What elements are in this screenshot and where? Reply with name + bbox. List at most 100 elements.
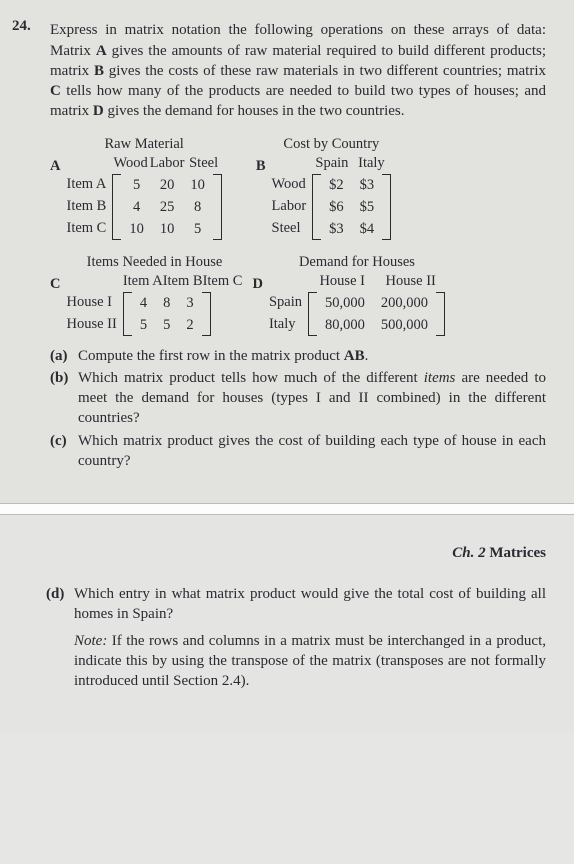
c-01: 8: [163, 292, 170, 314]
c-col0: Item A: [123, 273, 163, 290]
d-01: 200,000: [381, 292, 428, 314]
subparts-top: (a) Compute the first row in the matrix …: [50, 346, 546, 472]
question-text: Express in matrix notation the following…: [50, 20, 546, 121]
a-col2: Steel: [185, 155, 222, 172]
c-row1: House II: [66, 313, 116, 335]
matrix-a-title: Raw Material: [66, 136, 221, 153]
page-upper: 24. Express in matrix notation the follo…: [0, 0, 574, 503]
a-row1: Item B: [66, 195, 106, 217]
part-c-text: Which matrix product gives the cost of b…: [78, 431, 546, 472]
d-00: 50,000: [325, 292, 365, 314]
question-block: 24. Express in matrix notation the follo…: [12, 18, 546, 122]
matrix-a-block: A Raw Material Item A Item B Item C Wood…: [50, 136, 222, 240]
note-text: If the rows and columns in a matrix must…: [74, 633, 546, 690]
question-number: 24.: [12, 18, 42, 35]
matrix-a-name: A: [50, 154, 60, 175]
matrix-b-block: B Cost by Country Wood Labor Steel Spain…: [256, 136, 391, 240]
matrix-c-title: Items Needed in House: [66, 254, 242, 271]
matrix-c-block: C Items Needed in House House I House II…: [50, 254, 242, 336]
matrix-c-name: C: [50, 272, 60, 293]
part-d-text: Which entry in what matrix product would…: [74, 584, 546, 625]
matrix-b-name: B: [256, 154, 266, 175]
a-21: 10: [160, 218, 175, 240]
subparts-bottom: (d) Which entry in what matrix product w…: [46, 584, 546, 691]
d-11: 500,000: [381, 314, 428, 336]
bracket-right: [213, 174, 222, 240]
bracket-right: [436, 292, 445, 336]
b-col0: Spain: [312, 155, 352, 172]
matrix-b-title: Cost by Country: [272, 136, 392, 153]
bracket-left: [312, 174, 321, 240]
part-c-label: (c): [50, 431, 78, 472]
a-row0: Item A: [66, 173, 106, 195]
prompt-seg-2: gives the costs of these raw materials i…: [104, 63, 546, 79]
part-b: (b) Which matrix product tells how much …: [50, 368, 546, 429]
b-20: $3: [329, 218, 344, 240]
a-01: 20: [160, 174, 175, 196]
b-row0: Wood: [272, 173, 307, 195]
d-row0: Spain: [269, 291, 302, 313]
a-02: 10: [190, 174, 205, 196]
bracket-left: [308, 292, 317, 336]
c-col1: Item B: [163, 273, 203, 290]
part-b-it: items: [424, 370, 456, 386]
label-d: D: [93, 103, 104, 119]
prompt-seg-4: gives the demand for houses in the two c…: [104, 103, 405, 119]
b-01: $3: [360, 174, 375, 196]
b-10: $6: [329, 196, 344, 218]
matrix-d-name: D: [252, 272, 262, 293]
label-a: A: [96, 43, 107, 59]
part-b-label: (b): [50, 368, 78, 429]
a-row2: Item C: [66, 217, 106, 239]
part-a-t2: .: [365, 348, 369, 364]
bracket-right: [202, 292, 211, 336]
a-10: 4: [129, 196, 144, 218]
a-col0: Wood: [112, 155, 149, 172]
label-c: C: [50, 83, 61, 99]
bracket-left: [112, 174, 121, 240]
d-10: 80,000: [325, 314, 365, 336]
c-col2: Item C: [203, 273, 243, 290]
chapter-heading: Ch. 2 Matrices: [34, 545, 546, 562]
a-20: 10: [129, 218, 144, 240]
note-label: Note:: [74, 633, 107, 649]
part-d-label: (d): [46, 584, 74, 691]
a-12: 8: [190, 196, 205, 218]
b-11: $5: [360, 196, 375, 218]
c-10: 5: [140, 314, 147, 336]
matrix-row-1: A Raw Material Item A Item B Item C Wood…: [50, 136, 546, 240]
c-11: 5: [163, 314, 170, 336]
matrix-d-title: Demand for Houses: [269, 254, 445, 271]
d-row1: Italy: [269, 313, 302, 335]
bracket-left: [123, 292, 132, 336]
a-22: 5: [190, 218, 205, 240]
b-col1: Italy: [352, 155, 392, 172]
chapter-ch: Ch. 2: [452, 545, 485, 561]
page-divider: [0, 503, 574, 515]
a-11: 25: [160, 196, 175, 218]
matrix-row-2: C Items Needed in House House I House II…: [50, 254, 546, 336]
a-00: 5: [129, 174, 144, 196]
part-a-t1: Compute the first row in the matrix prod…: [78, 348, 344, 364]
part-a-label: (a): [50, 346, 78, 366]
matrix-d-block: D Demand for Houses Spain Italy House I …: [252, 254, 445, 336]
c-row0: House I: [66, 291, 116, 313]
b-00: $2: [329, 174, 344, 196]
label-b: B: [94, 63, 104, 79]
part-a-ab: AB: [344, 348, 365, 364]
page-lower: Ch. 2 Matrices (d) Which entry in what m…: [0, 515, 574, 733]
c-12: 2: [186, 314, 193, 336]
part-d: (d) Which entry in what matrix product w…: [46, 584, 546, 691]
b-row1: Labor: [272, 195, 307, 217]
d-col1: House II: [376, 273, 445, 290]
part-b-t1: Which matrix product tells how much of t…: [78, 370, 424, 386]
chapter-title: Matrices: [486, 545, 546, 561]
b-row2: Steel: [272, 217, 307, 239]
note-block: Note: If the rows and columns in a matri…: [74, 631, 546, 692]
a-col1: Labor: [149, 155, 186, 172]
b-21: $4: [360, 218, 375, 240]
c-02: 3: [186, 292, 193, 314]
c-00: 4: [140, 292, 147, 314]
d-col0: House I: [308, 273, 377, 290]
part-a: (a) Compute the first row in the matrix …: [50, 346, 546, 366]
